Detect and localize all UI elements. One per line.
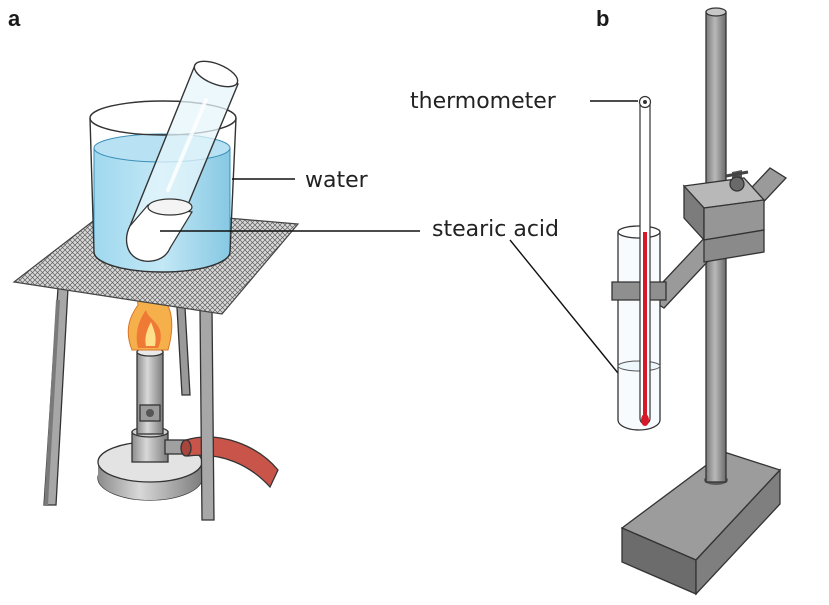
clamped-test-tube (611, 225, 667, 431)
test-tube-in-beaker (125, 60, 239, 262)
thermometer-label-group: thermometer (410, 89, 638, 114)
panel-a-letter: a (8, 6, 21, 31)
tripod-front-legs (43, 287, 215, 521)
retort-stand-base (620, 451, 782, 596)
bunsen-burner (97, 347, 203, 501)
boss-head (682, 170, 766, 263)
stearic-acid-label-group: stearic acid (160, 217, 623, 379)
stearic-acid-label: stearic acid (432, 217, 559, 242)
water-label: water (305, 168, 369, 193)
panel-b-letter: b (596, 6, 609, 31)
thermometer (638, 95, 652, 426)
water-label-group: water (232, 168, 369, 193)
stearic-acid-leader-b (509, 239, 623, 379)
thermometer-label: thermometer (410, 89, 557, 114)
